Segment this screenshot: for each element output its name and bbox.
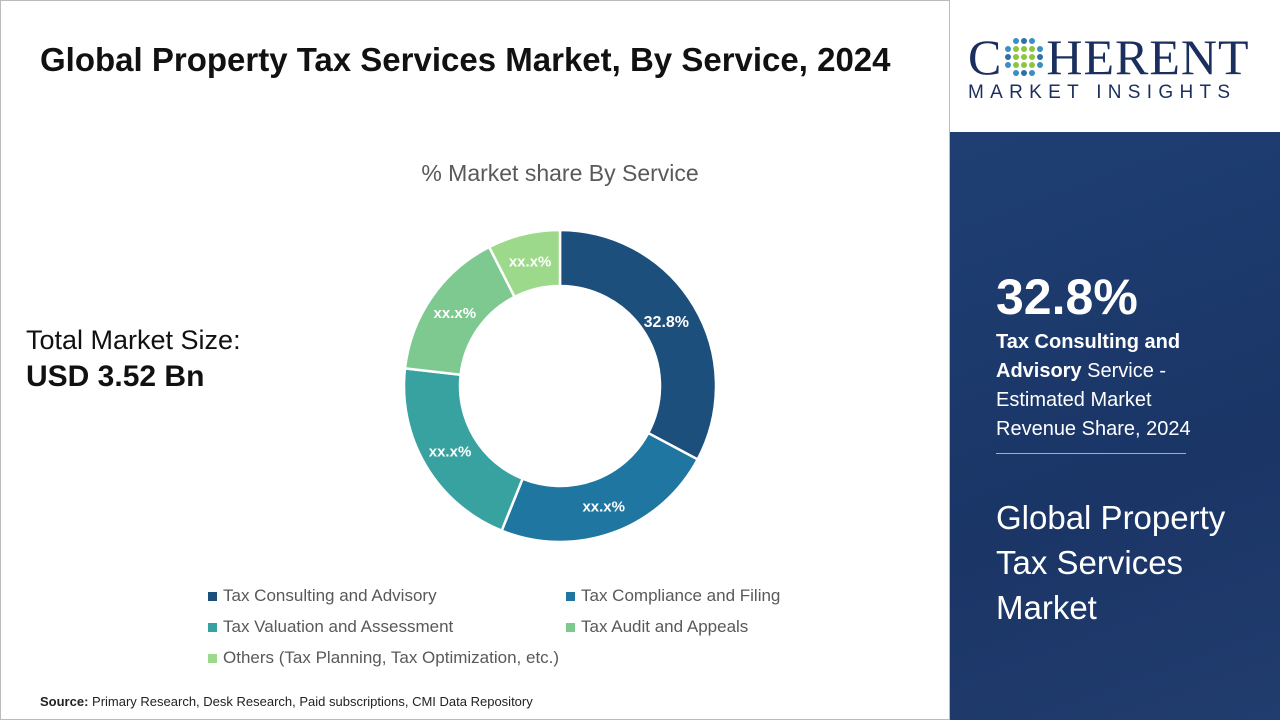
source-note: Source: Primary Research, Desk Research,… [40, 694, 533, 709]
legend-item: Tax Audit and Appeals [566, 617, 748, 637]
page-title: Global Property Tax Services Market, By … [40, 41, 891, 78]
legend-label: Tax Audit and Appeals [581, 617, 749, 636]
data-label: 32.8% [644, 314, 689, 331]
total-label: Total Market Size: [26, 325, 241, 355]
legend-swatch [208, 591, 217, 601]
source-text: Primary Research, Desk Research, Paid su… [92, 694, 533, 709]
legend-item: Tax Consulting and Advisory [208, 586, 437, 606]
legend-label: Tax Valuation and Assessment [223, 617, 454, 636]
donut-segment [487, 228, 562, 299]
data-label: xx.x% [429, 444, 472, 461]
legend-item: Others (Tax Planning, Tax Optimization, … [208, 648, 559, 668]
data-label: xx.x% [582, 498, 625, 515]
legend-label: Tax Consulting and Advisory [223, 586, 437, 605]
donut-segment [500, 431, 700, 544]
legend-swatch [566, 622, 575, 632]
legend-swatch [566, 591, 575, 601]
chart-title: % Market share By Service [421, 160, 699, 186]
logo-subtitle: MARKET INSIGHTS [968, 82, 1237, 103]
highlight-segment: Tax Consulting and Advisory [996, 331, 1181, 382]
sidebar-panel [950, 132, 1280, 720]
legend-swatch [208, 622, 217, 632]
legend-item: Tax Valuation and Assessment [208, 617, 453, 637]
logo: C HERENT MARKET INSIGHTS [968, 28, 1268, 104]
highlight-stat: 32.8% Tax Consulting and Advisory Servic… [996, 268, 1216, 444]
legend-label: Tax Compliance and Filing [581, 586, 781, 605]
source-label: Source: [40, 694, 89, 709]
legend-item: Tax Compliance and Filing [566, 586, 780, 606]
total-market-size: Total Market Size: USD 3.52 Bn [26, 325, 241, 394]
data-label: xx.x% [434, 305, 477, 322]
legend-label: Others (Tax Planning, Tax Optimization, … [223, 648, 560, 667]
highlight-percent: 32.8% [996, 269, 1138, 325]
highlight-desc: Service - Estimated Market Revenue Share… [996, 360, 1191, 440]
donut-chart: 32.8% xx.x% xx.x% xx.x% xx.x% [402, 228, 718, 544]
legend-swatch [208, 653, 217, 663]
divider [996, 453, 1186, 454]
donut-segment [558, 228, 718, 462]
market-name: Global Property Tax Services Market [996, 499, 1226, 626]
data-label: xx.x% [509, 254, 552, 271]
total-value: USD 3.52 Bn [26, 360, 205, 393]
globe-dots-icon [1005, 38, 1044, 76]
